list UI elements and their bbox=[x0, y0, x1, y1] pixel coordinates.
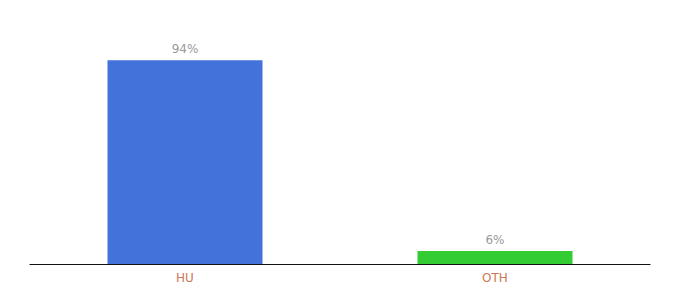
svg-text:OTH: OTH bbox=[482, 271, 508, 285]
svg-text:94%: 94% bbox=[172, 42, 199, 56]
svg-text:6%: 6% bbox=[485, 233, 504, 247]
svg-text:HU: HU bbox=[176, 271, 194, 285]
